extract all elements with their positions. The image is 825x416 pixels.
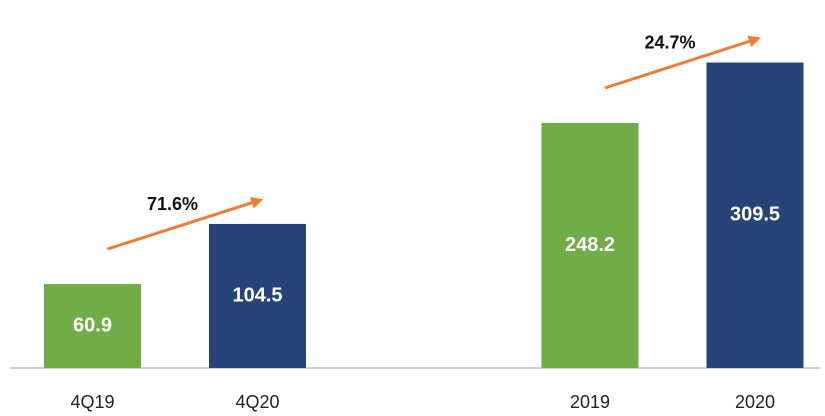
value-label: 60.9 [73,314,112,336]
value-label: 309.5 [730,204,780,226]
x-tick-label: 4Q19 [70,392,114,412]
growth-arrow [107,197,264,251]
value-label: 104.5 [232,284,282,306]
x-tick-label: 4Q20 [235,392,279,412]
growth-arrow [604,35,761,90]
annotation: 71.6% [147,194,198,214]
annotation: 24.7% [644,32,695,52]
bar [44,284,141,368]
bar [706,62,804,368]
value-label: 248.2 [565,234,615,256]
bar [541,123,639,368]
x-tick-label: 2019 [570,392,610,412]
x-tick-label: 2020 [735,392,775,412]
bar [209,223,306,368]
